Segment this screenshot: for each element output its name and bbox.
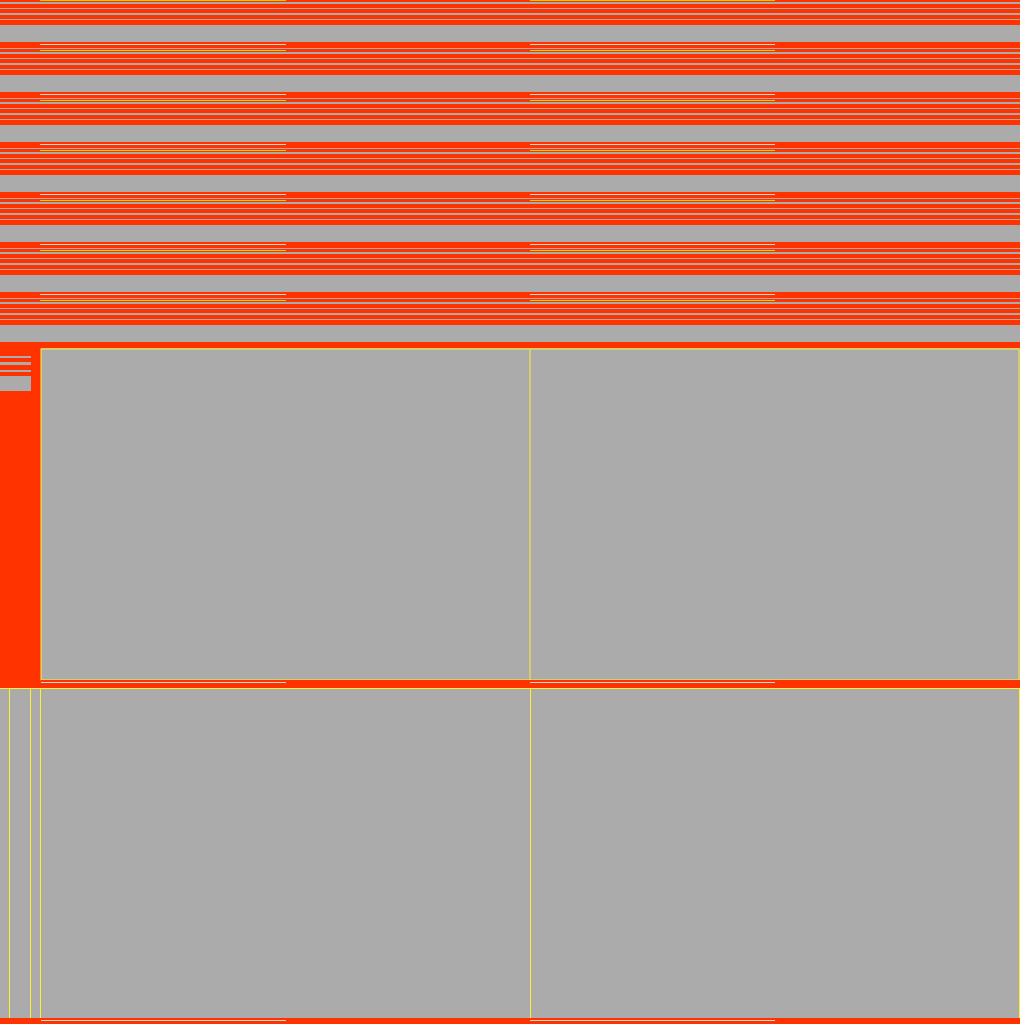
side-line <box>0 370 31 372</box>
bottom-bar <box>0 1018 1020 1024</box>
footer-line <box>530 682 775 683</box>
divider-bar <box>0 342 1020 348</box>
panel-footer <box>41 680 1020 688</box>
side-block <box>0 376 31 391</box>
panel <box>529 348 1020 681</box>
side-column <box>0 348 41 688</box>
footer-line <box>530 1020 775 1021</box>
lower-area <box>0 688 1020 1018</box>
side-line <box>0 356 31 358</box>
side-line <box>0 362 31 365</box>
striped-region <box>0 0 1020 342</box>
footer-line <box>41 1020 286 1021</box>
panel <box>40 348 531 681</box>
footer-line <box>41 682 286 683</box>
